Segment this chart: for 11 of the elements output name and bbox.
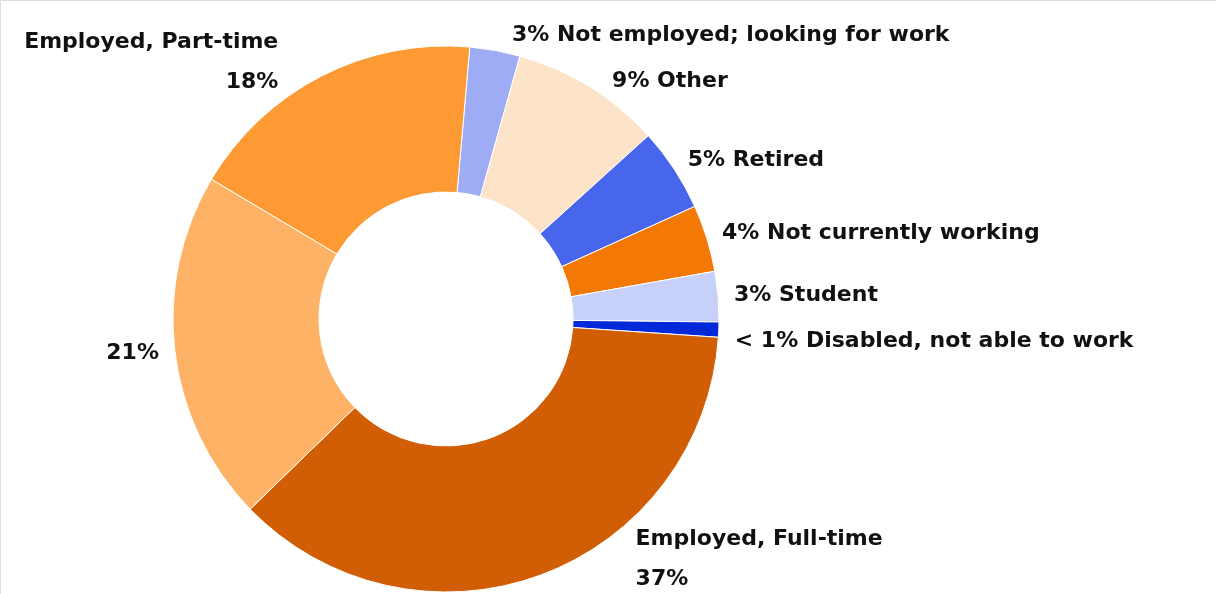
slice-label: 9% Other — [612, 66, 728, 92]
slice-label: < 1% Disabled, not able to work — [734, 327, 1135, 353]
slice-label: 3% Student — [734, 281, 879, 307]
data-label: 37% — [635, 565, 689, 590]
data-label: 18% — [225, 67, 279, 93]
data-label: 21% — [106, 338, 159, 364]
slice-label: 5% Retired — [687, 146, 825, 172]
slice-label: 3% Not employed; looking for work — [511, 20, 951, 46]
slice-label: Employed, Part-time — [24, 27, 279, 53]
slice-label: Employed, Full-time — [635, 525, 883, 550]
slice-label: 4% Not currently working — [722, 219, 1040, 245]
